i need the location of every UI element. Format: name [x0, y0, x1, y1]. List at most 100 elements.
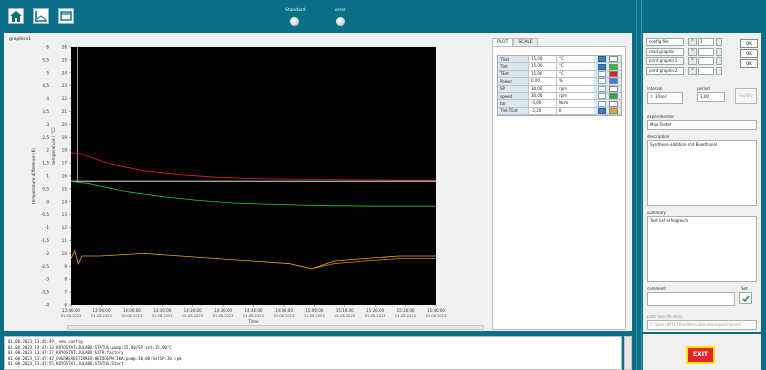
legend-visibility-checkbox[interactable] — [598, 70, 606, 77]
legend-unit: °C — [556, 56, 594, 63]
series-tint-minus-text-overlay — [311, 258, 436, 270]
legend-color-swatch[interactable] — [609, 107, 618, 114]
set-button[interactable] — [739, 292, 752, 304]
legend-value: 0,00 — [528, 78, 556, 85]
path-label: path specification — [647, 314, 683, 319]
home-button[interactable] — [8, 8, 24, 24]
legend-unit: rpm — [556, 85, 594, 92]
legend-color-swatch[interactable] — [609, 93, 618, 100]
y-tick-label: 1,5 — [42, 161, 49, 166]
graph-horizontal-scrollbar[interactable] — [67, 325, 484, 330]
legend-value: 15,00 — [528, 70, 556, 78]
legend-color-swatch[interactable] — [609, 56, 618, 63]
x-tick-time: 15:16:00 — [336, 308, 354, 313]
y2-tick-label: 25 — [62, 57, 68, 62]
legend-name: TSet — [500, 56, 510, 62]
x-tick-date: 01.08.2023 — [61, 314, 82, 318]
x-tick-time: 14:16:00 — [153, 308, 171, 313]
y2-tick-label: 14 — [62, 199, 68, 204]
x-tick-date: 01.08.2023 — [426, 314, 447, 318]
x-tick-date: 01.08.2023 — [304, 314, 325, 318]
y2-tick-label: 13 — [62, 212, 68, 217]
legend-name: speed — [500, 93, 513, 99]
x-tick-date: 01.08.2023 — [274, 314, 295, 318]
legend-unit: % — [556, 78, 594, 85]
config-item-value[interactable] — [698, 57, 714, 65]
legend-color-swatch[interactable] — [609, 85, 618, 92]
home-icon — [10, 10, 22, 22]
exit-button[interactable]: EXIT — [686, 346, 715, 364]
y-tick-label: 6 — [46, 45, 49, 50]
ok-button[interactable]: OK — [740, 59, 758, 68]
legend-visibility-checkbox[interactable] — [598, 85, 606, 92]
x-tick-date: 01.08.2023 — [334, 314, 355, 318]
y-tick-label: 0,5 — [42, 186, 49, 191]
y2-tick-label: 6 — [64, 303, 67, 308]
plot-legend: TSet 15,00 °C TInt 15,00 °C TExt 15,00 °C Power 0,… — [497, 55, 622, 117]
modify-button[interactable]: modify — [735, 88, 757, 104]
x-tick-date: 01.08.2023 — [122, 314, 143, 318]
summary-field[interactable]: Test lief erfolgreich — [647, 216, 757, 282]
y2-tick-label: 24 — [62, 70, 68, 75]
ok-button[interactable]: OK — [740, 39, 758, 48]
x-tick-time: 13:56:00 — [92, 308, 110, 313]
x-tick-date: 01.08.2023 — [91, 314, 112, 318]
y2-tick-label: 23 — [62, 83, 68, 88]
legend-visibility-checkbox[interactable] — [598, 107, 606, 114]
y-tick-label: 3 — [46, 122, 49, 127]
config-item-value[interactable] — [698, 47, 714, 56]
legend-value: 15,00 — [528, 63, 556, 70]
config-item-indicator — [716, 38, 722, 46]
x-tick-date: 01.08.2023 — [243, 314, 264, 318]
y-tick-label: -3,5 — [41, 290, 50, 295]
legend-row: TInt 15,00 °C — [498, 63, 621, 71]
legend-name: tor — [500, 101, 506, 107]
legend-visibility-checkbox[interactable] — [598, 63, 606, 70]
window-button[interactable] — [58, 8, 74, 24]
chart-button[interactable] — [33, 8, 49, 24]
legend-color-swatch[interactable] — [609, 63, 618, 70]
top-toolbar: Standard error — [0, 0, 636, 32]
config-item-spinner[interactable]: ⌃ — [688, 47, 697, 56]
legend-value: 30,00 — [528, 85, 556, 92]
graph-plot[interactable]: 6 265,5 255 244,5 234 223,5 213 202,5 192 181,5 17… — [8, 41, 488, 324]
legend-unit: Ncm — [556, 100, 594, 107]
x-tick-time: 15:06:00 — [305, 308, 323, 313]
y-tick-label: -4 — [45, 303, 50, 308]
y-tick-label: -2,5 — [41, 264, 50, 269]
description-field[interactable]: Synthese-addition-mit Bioethanol — [647, 140, 757, 206]
legend-visibility-checkbox[interactable] — [598, 100, 606, 107]
x-tick-date: 01.08.2023 — [152, 314, 173, 318]
config-item-value[interactable] — [698, 66, 714, 75]
path-field[interactable]: C:\Users\NTSTD\eddie\Laboratorexperiment… — [647, 320, 757, 330]
config-item-spinner[interactable]: ⌃ — [688, 66, 697, 75]
legend-visibility-checkbox[interactable] — [598, 78, 606, 85]
config-item-spinner[interactable]: ⌃ — [688, 38, 697, 46]
legend-color-swatch[interactable] — [609, 78, 618, 85]
standard-indicator-label: Standard — [285, 8, 306, 13]
y2-tick-label: 7 — [64, 290, 67, 295]
x-tick-time: 14:36:00 — [214, 308, 232, 313]
config-item-spinner[interactable]: ⌃ — [688, 57, 697, 65]
legend-row: tor -3,00 Ncm — [498, 100, 621, 108]
ok-button[interactable]: OK — [740, 49, 758, 58]
legend-row: TExt 15,00 °C — [498, 70, 621, 79]
legend-visibility-checkbox[interactable] — [598, 93, 606, 100]
x-tick-time: 15:46:00 — [427, 308, 445, 313]
config-item-value[interactable]: 1 — [698, 38, 714, 46]
period-field[interactable]: 3,00 — [697, 92, 725, 102]
side-panel: config file ⌃ 1 read graphic ⌃ print graphic1… — [643, 33, 761, 332]
interval-field[interactable]: ⇕ 10sec — [647, 92, 683, 104]
legend-value: 30,00 — [528, 92, 556, 100]
legend-color-swatch[interactable] — [609, 100, 618, 107]
legend-unit: °C — [556, 63, 594, 70]
window-icon — [60, 10, 72, 21]
panel-divider — [636, 0, 642, 370]
legend-visibility-checkbox[interactable] — [598, 56, 606, 63]
series-tint-minus-text — [70, 249, 436, 270]
comment-field[interactable] — [647, 292, 735, 306]
status-log-scrollbar[interactable] — [624, 336, 632, 370]
experimenter-field[interactable]: Max Tester — [647, 120, 757, 130]
status-log-line: 01.08.2023_13:47:13_KRYOSTAT:JULABO:STAT… — [8, 344, 172, 350]
legend-color-swatch[interactable] — [609, 70, 618, 77]
